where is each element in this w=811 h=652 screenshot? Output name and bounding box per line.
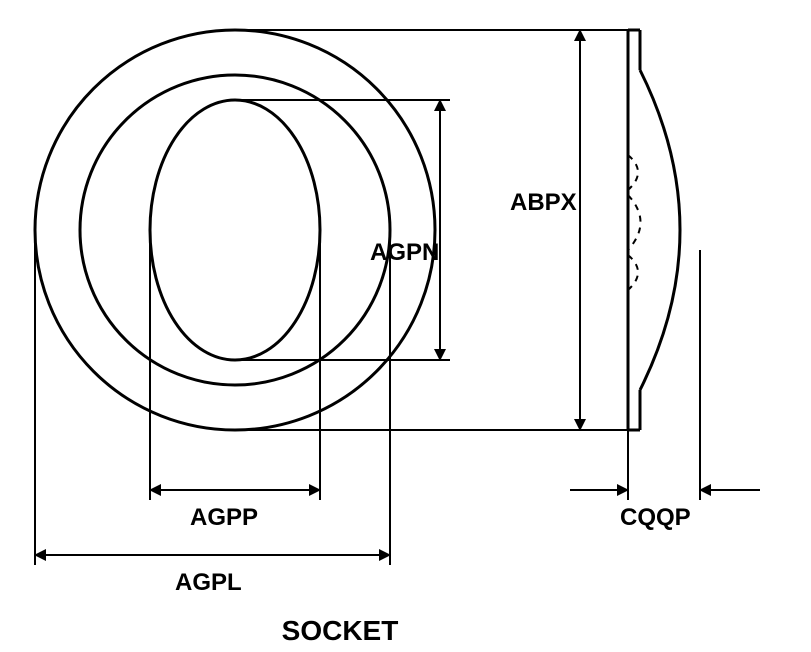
label-agpn: AGPN (370, 239, 439, 266)
label-cqqp: CQQP (620, 504, 691, 531)
side-body-arc (640, 70, 680, 390)
labels: ABPX AGPN AGPP AGPL CQQP (175, 189, 691, 596)
side-teeth (628, 155, 641, 290)
label-agpp: AGPP (190, 504, 258, 531)
inner-circle (80, 75, 390, 385)
outer-circle (35, 30, 435, 430)
dimension-lines (35, 30, 760, 555)
opening-ellipse (150, 100, 320, 360)
socket-diagram: ABPX AGPN AGPP AGPL CQQP SOCKET (0, 0, 811, 652)
side-view (628, 30, 680, 430)
label-agpl: AGPL (175, 569, 242, 596)
front-view (35, 30, 435, 430)
label-abpx: ABPX (510, 189, 577, 216)
diagram-title: SOCKET (282, 615, 399, 646)
